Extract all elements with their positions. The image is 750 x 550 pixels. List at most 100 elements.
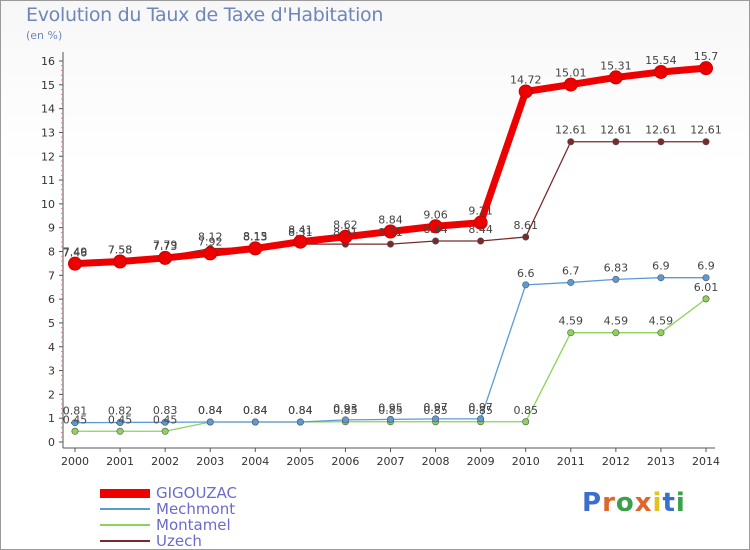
data-label: 9.06 (423, 208, 448, 221)
data-label: 7.79 (153, 239, 178, 252)
data-label: 8.31 (333, 226, 358, 239)
data-point (657, 274, 665, 282)
data-label: 7.92 (198, 235, 223, 248)
data-label: 8.15 (243, 230, 268, 243)
data-point (522, 233, 530, 241)
data-label: 7.58 (108, 244, 133, 257)
data-label: 8.12 (198, 231, 223, 244)
y-tick-label: 3 (48, 365, 55, 378)
data-point (477, 415, 485, 423)
data-point (161, 418, 169, 426)
y-tick-label: 15 (41, 79, 55, 92)
data-label: 15.31 (600, 59, 632, 72)
x-tick-label: 2000 (61, 455, 89, 468)
y-tick-label: 8 (48, 246, 55, 259)
data-point (71, 419, 79, 427)
legend-item-uzech: Uzech (100, 533, 237, 549)
data-point (158, 250, 173, 265)
y-tick-label: 0 (48, 436, 55, 449)
data-point (612, 329, 620, 337)
data-point (657, 329, 665, 337)
y-unit-label: (en %) (26, 29, 63, 42)
data-label: 7.46 (63, 246, 88, 259)
legend: GIGOUZAC Mechmont Montamel Uzech (100, 485, 237, 549)
y-tick-label: 12 (41, 150, 55, 163)
data-point (428, 219, 443, 234)
y-tick-label: 5 (48, 317, 55, 330)
x-tick-label: 2010 (512, 455, 540, 468)
data-label: 8.31 (378, 226, 403, 239)
x-tick-label: 2011 (557, 455, 585, 468)
x-tick-label: 2003 (196, 455, 224, 468)
legend-label-montamel: Montamel (156, 516, 231, 534)
data-label: 12.61 (555, 124, 587, 137)
data-label: 6.6 (517, 267, 535, 280)
data-label: 12.61 (690, 124, 722, 137)
legend-item-montamel: Montamel (100, 517, 237, 533)
data-point (657, 138, 665, 146)
data-label: 6.01 (694, 281, 719, 294)
data-label: 7.73 (153, 240, 178, 253)
x-tick-label: 2001 (106, 455, 134, 468)
logo-letter: i (652, 488, 663, 518)
y-tick-label: 7 (48, 269, 55, 282)
data-label: 15.54 (645, 54, 677, 67)
data-point (702, 274, 710, 282)
data-point (71, 427, 79, 435)
x-tick-label: 2005 (286, 455, 314, 468)
y-tick-label: 6 (48, 293, 55, 306)
x-tick-label: 2007 (377, 455, 405, 468)
data-point (203, 246, 218, 261)
data-label: 0.97 (468, 401, 493, 414)
data-label: 0.84 (288, 404, 313, 417)
data-label: 0.84 (198, 404, 223, 417)
legend-item-mechmont: Mechmont (100, 501, 237, 517)
data-label: 0.45 (63, 413, 88, 426)
data-label: 0.45 (108, 413, 133, 426)
data-point (522, 281, 530, 289)
data-label: 0.84 (243, 404, 268, 417)
data-point (522, 418, 530, 426)
x-tick-label: 2014 (692, 455, 720, 468)
data-point (206, 418, 214, 426)
data-point (702, 138, 710, 146)
data-label: 7.58 (108, 244, 133, 257)
legend-label-gigouzac: GIGOUZAC (156, 484, 237, 502)
data-point (116, 427, 124, 435)
data-label: 8.13 (243, 230, 268, 243)
data-point (477, 237, 485, 245)
legend-swatch-mechmont (100, 508, 150, 510)
legend-swatch-montamel (100, 524, 150, 526)
data-label: 15.01 (555, 67, 587, 80)
x-tick-label: 2004 (241, 455, 269, 468)
data-point (432, 237, 440, 245)
data-label: 6.9 (697, 260, 715, 273)
legend-label-mechmont: Mechmont (156, 500, 236, 518)
data-label: 12.61 (600, 124, 632, 137)
x-tick-label: 2006 (331, 455, 359, 468)
chart-title: Evolution du Taux de Taxe d'Habitation (26, 4, 384, 26)
data-label: 8.31 (288, 226, 313, 239)
logo-letter: r (602, 488, 616, 518)
legend-label-uzech: Uzech (156, 532, 202, 550)
data-point (338, 229, 353, 244)
y-tick-label: 14 (41, 103, 55, 116)
data-point (567, 278, 575, 286)
data-label: 0.85 (513, 404, 538, 417)
data-point (518, 84, 533, 99)
logo-letter: t (662, 488, 676, 518)
data-point (702, 295, 710, 303)
data-point (432, 415, 440, 423)
data-point (386, 240, 394, 248)
data-label: 8.44 (423, 223, 448, 236)
data-label: 0.85 (468, 404, 493, 417)
x-tick-label: 2009 (467, 455, 495, 468)
data-point (567, 329, 575, 337)
data-label: 0.85 (378, 404, 403, 417)
data-point (296, 418, 304, 426)
data-label: 0.85 (423, 404, 448, 417)
data-label: 0.85 (333, 404, 358, 417)
data-label: 0.97 (423, 401, 448, 414)
